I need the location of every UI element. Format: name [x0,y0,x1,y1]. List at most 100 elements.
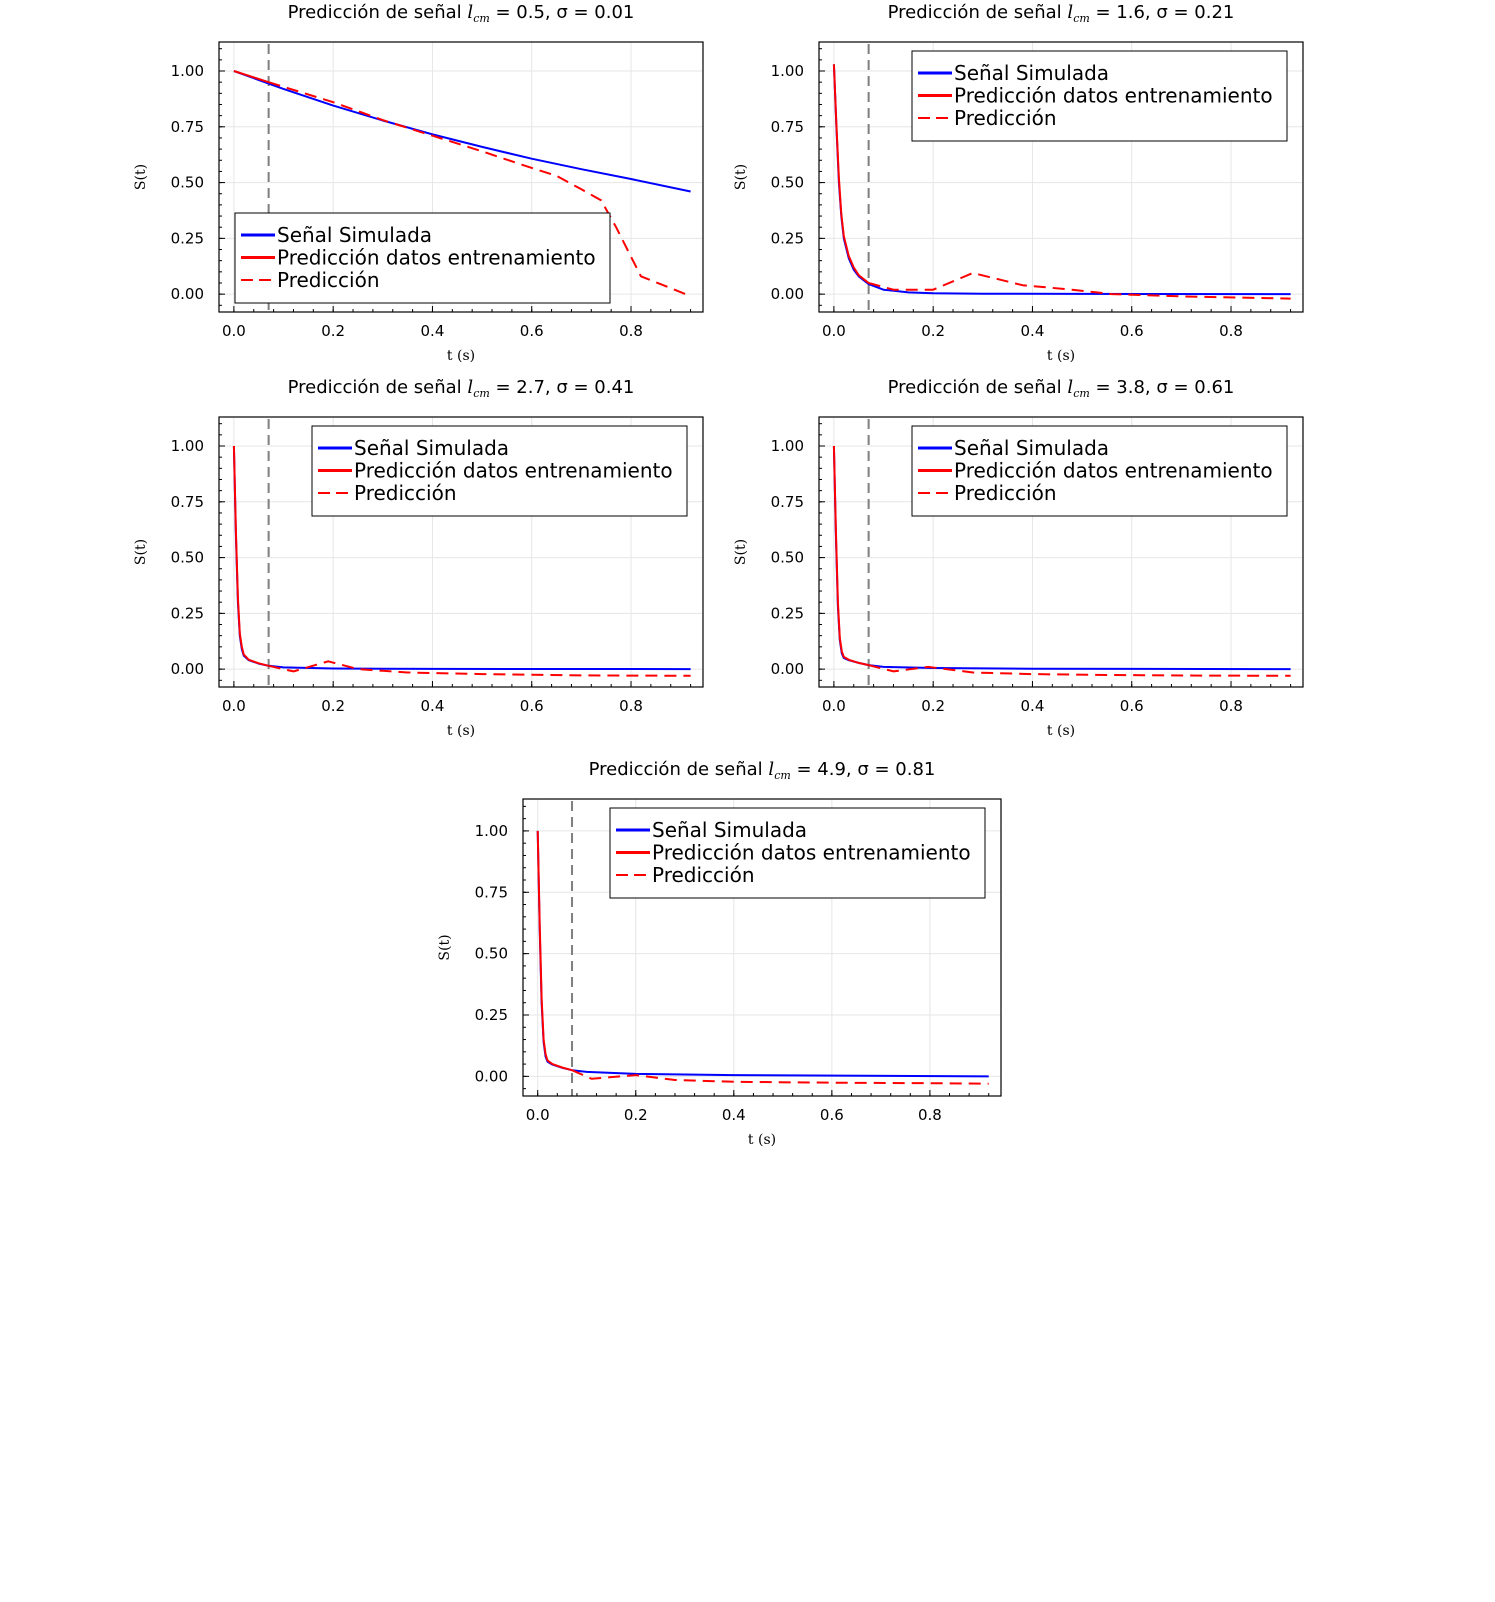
x-tick-label: 0.6 [1120,322,1144,340]
x-axis-label: t (s) [447,348,475,364]
y-tick-label: 0.50 [171,549,204,567]
title-rest: = 3.8, σ = 0.61 [1090,377,1235,398]
chart-title: Predicción de señal lcm = 4.9, σ = 0.81 [589,759,936,782]
y-tick-label: 0.50 [171,174,204,192]
title-rest: = 2.7, σ = 0.41 [490,377,635,398]
y-tick-label: 1.00 [771,62,804,80]
legend-label: Predicción datos entrenamiento [954,459,1273,483]
plot-frame [218,416,704,688]
legend-label: Señal Simulada [277,223,432,247]
legend-label: Predicción [652,863,755,887]
x-axis-label: t (s) [1047,723,1075,739]
x-tick-label: 0.2 [921,322,945,340]
series-line-entrenamiento [232,445,269,667]
x-tick-label: 0.6 [520,322,544,340]
title-l: l [467,377,473,398]
chart-title: Predicción de señal lcm = 2.7, σ = 0.41 [288,377,635,400]
chart-title: Predicción de señal lcm = 0.5, σ = 0.01 [288,2,635,25]
y-tick-label: 0.75 [771,493,804,511]
x-tick-label: 0.8 [1219,322,1243,340]
plot-frame [218,41,704,313]
x-tick-label: 0.6 [820,1106,844,1124]
legend-label: Predicción datos entrenamiento [354,459,673,483]
x-tick-label: 0.0 [822,697,846,715]
y-axis-label: S(t) [133,539,149,565]
chart-panel-1: 0.0 0.2 0.4 0.6 0.8 0.00 0.25 0.50 0.75 1.00 Predi… [133,2,704,364]
y-tick-label: 0.75 [171,118,204,136]
x-tick-label: 0.0 [822,322,846,340]
x-tick-label: 0.8 [619,322,643,340]
chart-panel-4: 0.0 0.2 0.4 0.6 0.8 0.00 0.25 0.50 0.75 1.00 Predi… [733,377,1304,739]
chart-title: Predicción de señal lcm = 1.6, σ = 0.21 [888,2,1235,25]
x-tick-label: 0.8 [619,697,643,715]
y-tick-label: 0.00 [771,285,804,303]
x-tick-label: 0.2 [321,697,345,715]
legend-box [234,212,611,304]
x-tick-label: 0.4 [722,1106,746,1124]
y-tick-label: 0.25 [171,604,204,622]
legend-label: Predicción [954,106,1057,130]
series-line-entrenamiento [832,64,870,284]
x-tick-label: 0.6 [520,697,544,715]
y-tick-label: 0.50 [771,549,804,567]
y-tick-label: 0.25 [475,1006,508,1024]
legend-label: Señal Simulada [652,818,807,842]
chart-panel-2: 0.0 0.2 0.4 0.6 0.8 0.00 0.25 0.50 0.75 1.00 Predi… [733,2,1304,364]
title-l: l [1067,2,1073,23]
title-rest: = 0.5, σ = 0.01 [490,2,635,23]
x-tick-label: 0.4 [421,697,445,715]
title-l: l [768,759,774,780]
x-tick-label: 0.0 [222,322,246,340]
y-tick-label: 1.00 [171,437,204,455]
x-axis-label: t (s) [748,1132,776,1148]
series-line-prediccion [868,272,1291,300]
y-tick-label: 1.00 [171,62,204,80]
x-tick-label: 0.8 [1219,697,1243,715]
series-line-prediccion [868,664,1291,677]
legend-label: Predicción [954,481,1057,505]
y-tick-label: 0.75 [475,883,508,901]
x-axis-label: t (s) [1047,348,1075,364]
y-tick-label: 0.50 [771,174,804,192]
legend-label: Señal Simulada [354,436,509,460]
legend-label: Predicción datos entrenamiento [954,84,1273,108]
y-axis-label: S(t) [437,934,453,960]
y-tick-label: 1.00 [771,437,804,455]
plot-frame [818,416,1304,688]
y-tick-label: 0.00 [171,660,204,678]
series-line-prediccion [571,1069,989,1085]
x-tick-label: 0.0 [526,1106,550,1124]
title-prefix: Predicción de señal [288,2,468,23]
legend-label: Predicción datos entrenamiento [652,841,971,865]
y-tick-label: 0.00 [771,660,804,678]
y-tick-label: 0.00 [171,285,204,303]
legend-box [911,425,1288,517]
title-l-sub: cm [473,12,490,25]
y-axis-label: S(t) [733,539,749,565]
x-tick-label: 0.6 [1120,697,1144,715]
legend-label: Señal Simulada [954,436,1109,460]
x-tick-label: 0.2 [321,322,345,340]
y-tick-label: 0.75 [171,493,204,511]
x-tick-label: 0.8 [918,1106,942,1124]
y-axis-label: S(t) [733,164,749,190]
chart-panel-5: 0.0 0.2 0.4 0.6 0.8 0.00 0.25 0.50 0.75 1.00 Predi… [437,759,1002,1148]
legend-label: Predicción datos entrenamiento [277,246,596,270]
y-tick-label: 0.00 [475,1067,508,1085]
chart-panel-3: 0.0 0.2 0.4 0.6 0.8 0.00 0.25 0.50 0.75 1.00 Predi… [133,377,704,739]
chart-title: Predicción de señal lcm = 3.8, σ = 0.61 [888,377,1235,400]
title-l-sub: cm [1073,387,1090,400]
legend-box [311,425,688,517]
series-line-simulada [233,70,691,193]
title-l-sub: cm [473,387,490,400]
x-axis-label: t (s) [447,723,475,739]
title-prefix: Predicción de señal [589,759,769,780]
legend-label: Predicción [354,481,457,505]
y-tick-label: 0.25 [771,604,804,622]
legend-label: Señal Simulada [954,61,1109,85]
title-prefix: Predicción de señal [888,377,1068,398]
